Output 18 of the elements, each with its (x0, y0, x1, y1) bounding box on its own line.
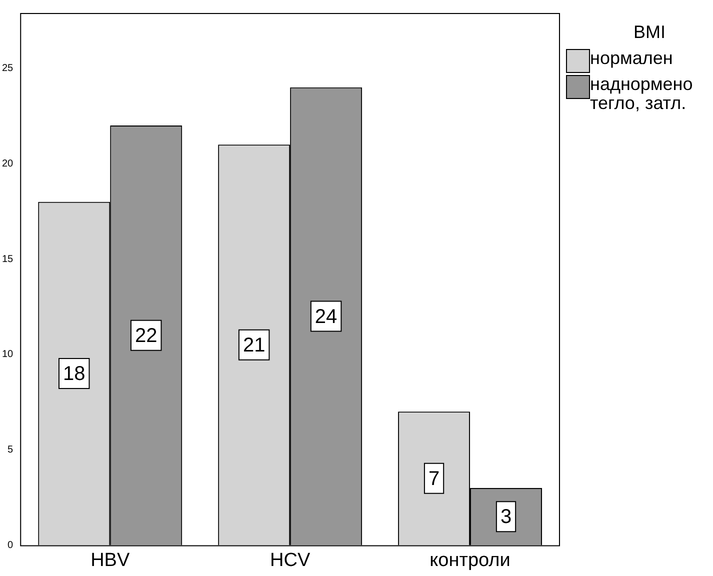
y-tick-label: 20 (2, 158, 14, 170)
data-label: 3 (500, 506, 512, 528)
x-tick-label: HBV (90, 550, 130, 571)
data-label: 7 (428, 468, 440, 490)
x-tick-label: контроли (430, 550, 510, 571)
data-label: 22 (134, 324, 158, 347)
x-tick-label: HCV (270, 550, 310, 571)
y-tick-label: 0 (8, 540, 14, 551)
legend-label: нормален (590, 48, 673, 68)
y-tick-label: 10 (2, 349, 14, 360)
legend-title: BMI (632, 22, 666, 43)
data-label: 24 (314, 306, 338, 328)
data-label: 21 (242, 334, 266, 356)
y-tick-label: 25 (2, 63, 14, 74)
legend-label: наднормено тегло, затл. (590, 74, 694, 113)
y-tick-label: 5 (8, 444, 14, 456)
y-tick-label: 15 (2, 254, 14, 265)
data-label: 18 (62, 363, 86, 386)
